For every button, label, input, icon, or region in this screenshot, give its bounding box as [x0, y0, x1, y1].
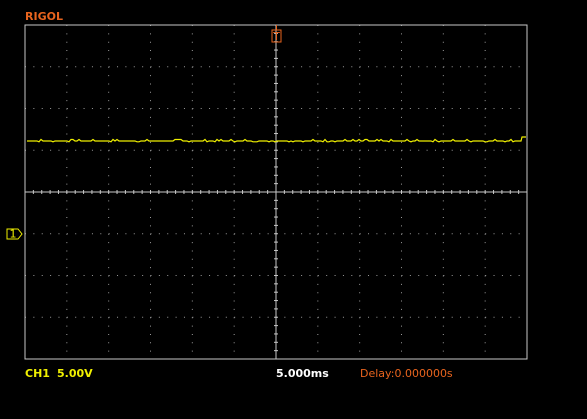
time-per-div: 5.000ms — [276, 367, 329, 380]
waveform-trace — [27, 136, 526, 143]
channel-name: CH1 — [25, 367, 50, 380]
channel-marker-label: 1 — [10, 228, 17, 241]
trigger-marker-label: T — [272, 30, 280, 43]
graticule — [25, 25, 527, 359]
trigger-delay: Delay:0.000000s — [360, 367, 453, 380]
volts-per-div: 5.00V — [57, 367, 93, 380]
channel-marker-box — [6, 228, 23, 240]
trigger-marker: T — [271, 25, 282, 43]
brand: RIGOL — [25, 10, 63, 23]
channel-marker: 1 — [6, 228, 23, 241]
